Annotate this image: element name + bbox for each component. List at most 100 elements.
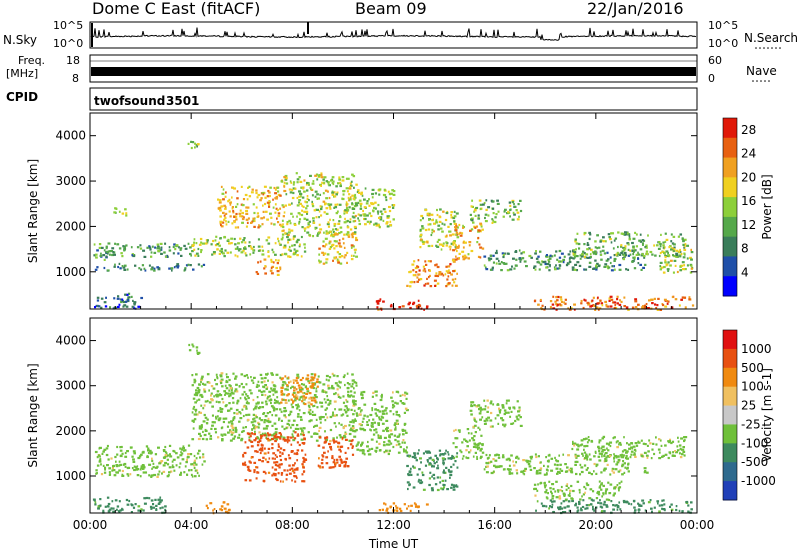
data-point xyxy=(128,499,131,503)
data-point xyxy=(121,298,124,301)
data-point xyxy=(123,268,127,271)
data-point xyxy=(243,390,246,394)
data-point xyxy=(452,463,455,466)
data-point xyxy=(293,437,297,440)
data-point xyxy=(591,251,595,254)
data-point xyxy=(637,253,641,256)
data-point xyxy=(444,471,447,474)
data-point xyxy=(605,305,608,308)
data-point xyxy=(442,463,445,466)
data-point xyxy=(386,443,389,446)
data-point xyxy=(436,240,439,243)
data-point xyxy=(286,221,289,224)
data-point xyxy=(573,249,576,252)
data-point xyxy=(579,257,582,260)
data-point xyxy=(301,376,304,380)
data-point xyxy=(323,211,326,214)
data-point xyxy=(502,253,505,257)
data-point xyxy=(271,389,275,392)
data-point xyxy=(555,296,558,299)
data-point xyxy=(592,252,596,255)
data-point xyxy=(485,471,489,474)
data-point xyxy=(679,255,682,258)
data-point xyxy=(299,396,302,399)
data-point xyxy=(290,450,293,453)
data-point xyxy=(227,238,230,241)
data-point xyxy=(588,261,592,264)
data-point xyxy=(510,472,514,475)
data-point xyxy=(344,424,347,428)
data-point xyxy=(328,196,331,200)
data-point xyxy=(616,302,619,305)
data-point xyxy=(338,178,342,181)
data-point xyxy=(244,463,247,467)
data-point xyxy=(150,268,154,271)
data-point xyxy=(225,373,228,376)
x-tick-label: 04:00 xyxy=(174,518,209,532)
data-point xyxy=(398,433,401,436)
data-point xyxy=(556,267,559,270)
data-point xyxy=(486,462,490,465)
data-point xyxy=(317,464,320,467)
data-point xyxy=(675,451,678,454)
data-point xyxy=(248,460,251,463)
data-point xyxy=(480,408,484,411)
data-point xyxy=(305,210,308,213)
data-point xyxy=(143,267,146,270)
data-point xyxy=(246,400,249,403)
data-point xyxy=(452,442,455,445)
data-point xyxy=(554,490,557,493)
data-point xyxy=(232,401,235,404)
data-point xyxy=(330,179,333,182)
data-point xyxy=(565,264,569,267)
data-point xyxy=(396,422,399,425)
data-point xyxy=(346,382,349,385)
data-point xyxy=(630,450,634,453)
data-point xyxy=(605,442,609,445)
data-point xyxy=(253,427,255,430)
data-point xyxy=(351,173,354,176)
data-point xyxy=(338,455,342,458)
data-point xyxy=(107,510,111,513)
data-point xyxy=(347,390,350,393)
data-point xyxy=(625,306,629,309)
data-point xyxy=(513,213,516,216)
data-point xyxy=(370,214,373,218)
data-point xyxy=(202,453,205,456)
data-point xyxy=(338,244,341,247)
data-point xyxy=(289,222,292,225)
data-point xyxy=(323,441,326,444)
data-point xyxy=(315,418,318,421)
data-point xyxy=(157,249,160,253)
data-point xyxy=(617,487,620,490)
data-point xyxy=(274,242,277,245)
data-point xyxy=(194,379,197,383)
data-point xyxy=(441,457,445,460)
data-point xyxy=(304,200,307,203)
data-point xyxy=(274,457,276,460)
data-point xyxy=(479,428,481,431)
data-point xyxy=(402,433,405,436)
data-point xyxy=(373,429,376,432)
data-point xyxy=(124,293,127,296)
data-point xyxy=(597,447,601,450)
data-point xyxy=(176,265,180,268)
data-point xyxy=(658,451,661,454)
data-point xyxy=(276,186,280,189)
data-point xyxy=(282,225,285,229)
data-point xyxy=(454,245,458,248)
data-point xyxy=(669,505,672,508)
data-point xyxy=(389,197,392,200)
data-point xyxy=(102,450,105,453)
data-point xyxy=(289,380,292,383)
data-point xyxy=(296,240,299,244)
data-point xyxy=(472,221,475,224)
data-point xyxy=(575,456,578,459)
data-point xyxy=(322,262,326,265)
data-point xyxy=(244,246,247,249)
data-point xyxy=(272,452,276,455)
data-point xyxy=(256,396,259,399)
data-point xyxy=(327,387,331,390)
data-point xyxy=(362,209,364,213)
data-point xyxy=(351,202,354,205)
